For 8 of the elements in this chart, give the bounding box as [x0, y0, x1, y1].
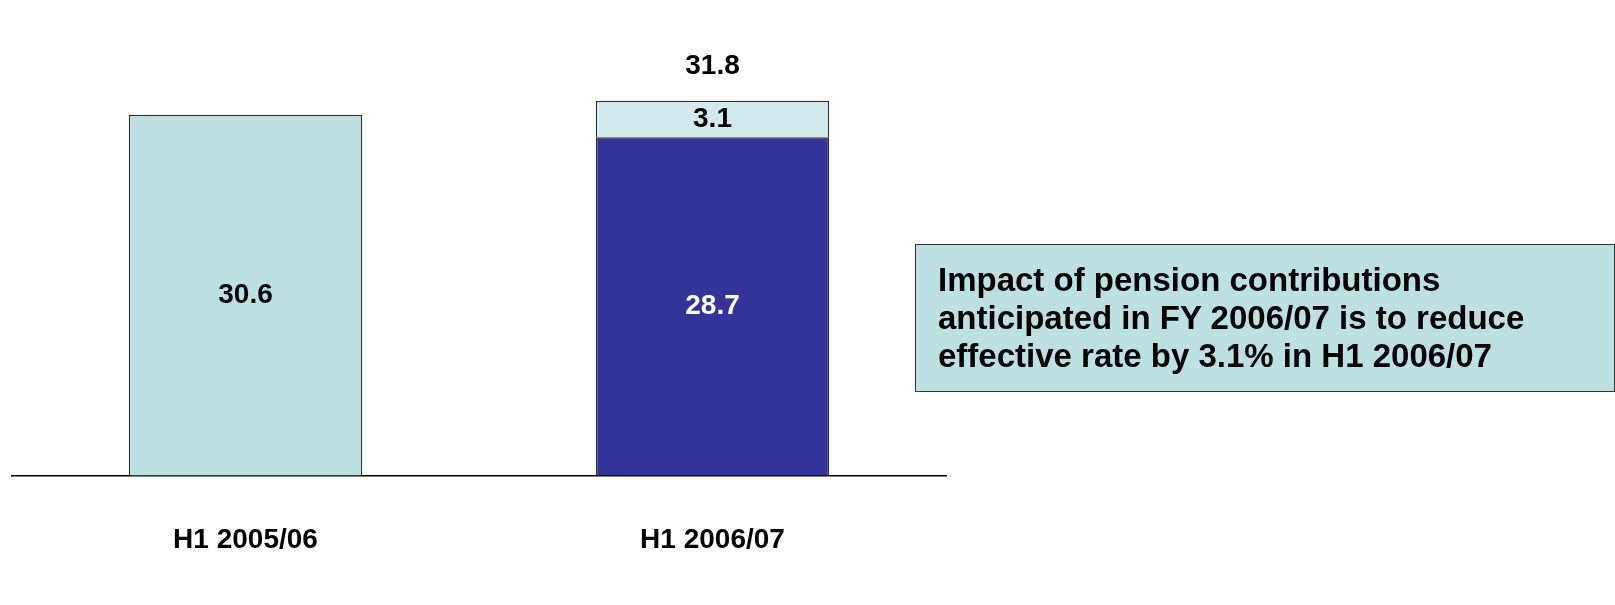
text-box: Impact of pension contributions anticipated in FY 2006/07 is to reduce effective rate by 3.1% in H1 2006/07 — [915, 244, 1615, 392]
x-tick-label: H1 2005/06 — [173, 522, 318, 554]
data-label: 30.6 — [218, 277, 273, 309]
x-tick-label: H1 2006/07 — [640, 522, 785, 554]
data-label: 3.1 — [693, 101, 732, 133]
data-label: 28.7 — [685, 289, 740, 321]
total-label: 31.8 — [685, 49, 740, 81]
annotation: Impact of pension contributions anticipated in FY 2006/07 is to reduce effective rate by 3.1% in H1 2006/07 — [938, 261, 1526, 375]
